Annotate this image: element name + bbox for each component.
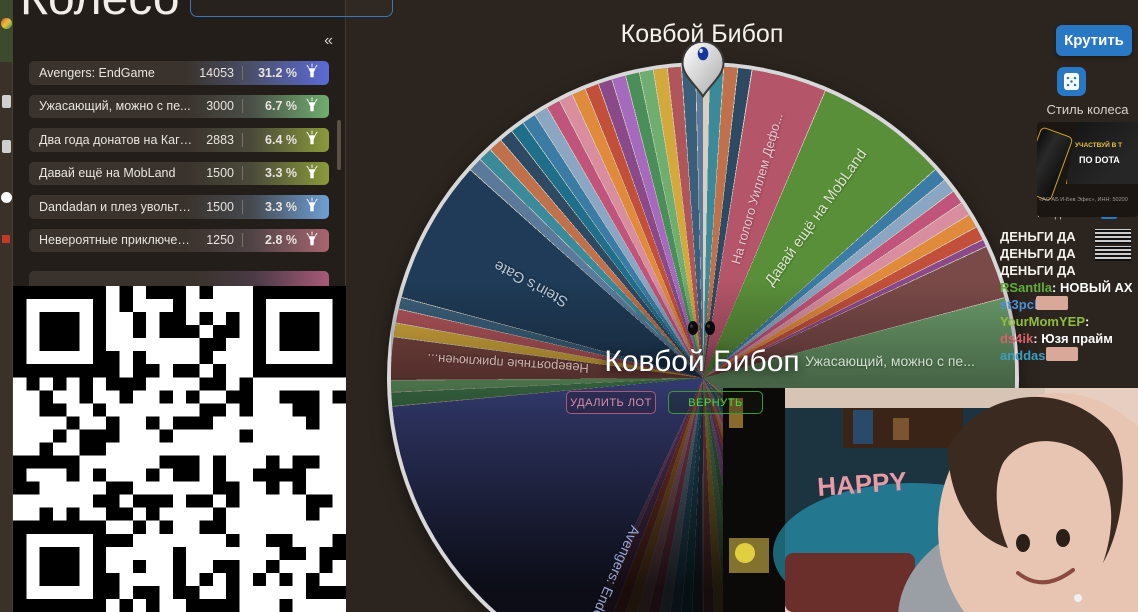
svg-text:HAPPY: HAPPY <box>816 466 907 502</box>
